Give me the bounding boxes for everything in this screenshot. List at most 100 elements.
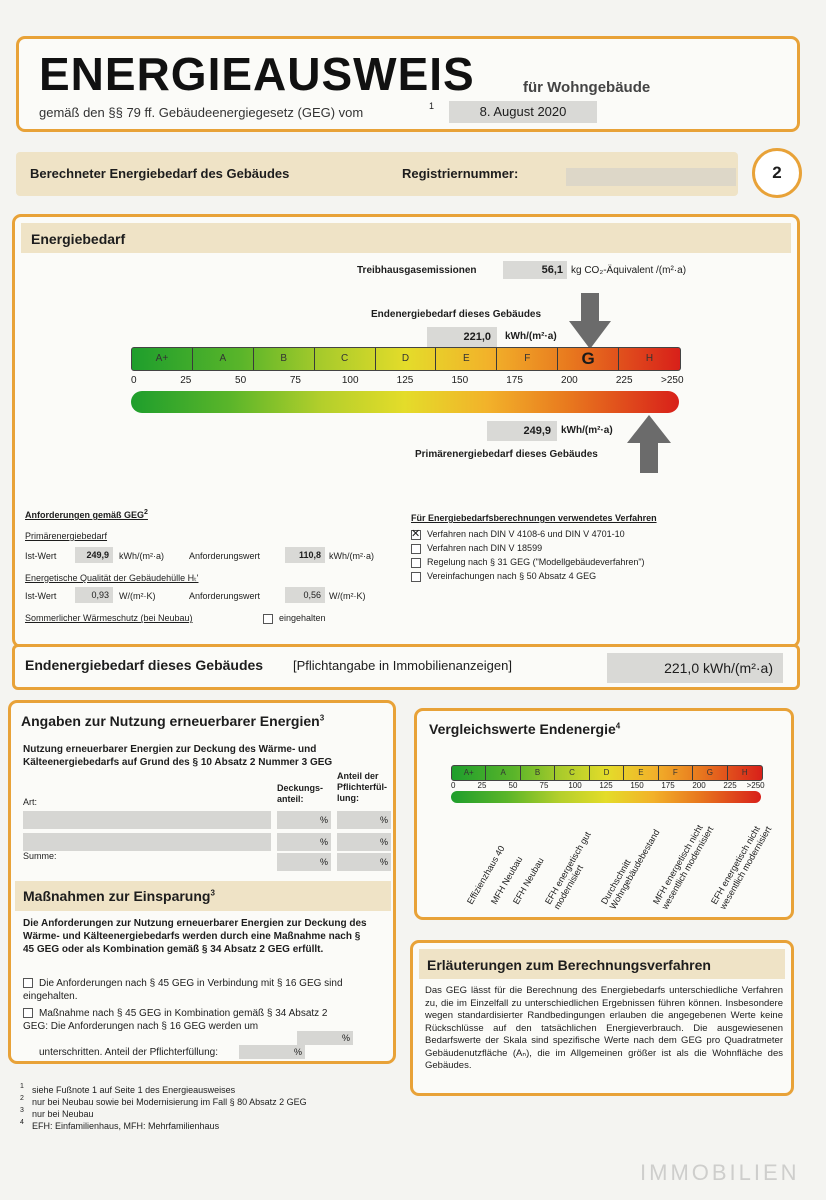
savings-option-2-checkbox[interactable] (23, 1008, 33, 1019)
end-energy-summary-label: Endenergiebedarf dieses Gebäudes (25, 657, 264, 673)
savings-undercut-field[interactable]: % (297, 1031, 353, 1045)
footnote-text: nur bei Neubau (32, 1109, 94, 1119)
renewables-sum-fulfil[interactable]: % (337, 853, 391, 871)
registration-label: Registriernummer: (402, 166, 519, 181)
class-segment-g: G (693, 766, 728, 780)
class-segment-h: H (741, 768, 748, 777)
energy-class-bar: A+ A B C D E F G H (131, 347, 681, 371)
renewables-section: Angaben zur Nutzung erneuerbarer Energie… (8, 700, 396, 1064)
footnote-number: 3 (20, 1107, 24, 1114)
scale-tick: 25 (477, 781, 487, 790)
renewables-sum-share[interactable]: % (277, 853, 331, 871)
method-checkbox[interactable] (411, 557, 421, 568)
percent-sign: % (341, 1033, 350, 1043)
percent-sign: % (379, 857, 388, 867)
footnote: 1 siehe Fußnote 1 auf Seite 1 des Energie… (20, 1083, 400, 1096)
class-segment-c: C (555, 766, 590, 780)
renewables-row-1-art[interactable] (23, 811, 271, 829)
method-option[interactable]: Verfahren nach DIN V 18599 (411, 541, 771, 555)
primary-ist-label: Ist-Wert (25, 551, 57, 561)
method-option[interactable]: Regelung nach § 31 GEG ("Modellgebäudeve… (411, 555, 771, 569)
renewables-sum-label: Summe: (23, 851, 57, 861)
scale-tick: 75 (289, 375, 301, 386)
method-checkbox[interactable] (411, 571, 421, 582)
scale-tick: 175 (661, 781, 675, 790)
scale-tick: 0 (451, 781, 456, 790)
summer-protection-checkbox[interactable] (263, 613, 273, 624)
scale-tick: 125 (599, 781, 613, 790)
method-checkbox[interactable] (411, 543, 421, 554)
footnote-text: nur bei Neubau sowie bei Modernisierung … (32, 1097, 307, 1107)
method-option[interactable]: Vereinfachungen nach § 50 Absatz 4 GEG (411, 569, 771, 583)
savings-option-2-text: Maßnahme nach § 45 GEG in Kombination ge… (23, 1008, 328, 1032)
renewables-row-1-share[interactable]: % (277, 811, 331, 829)
footnote-number: 2 (20, 1095, 24, 1102)
renewables-row-2-art[interactable] (23, 833, 271, 851)
savings-option-2-tail: unterschritten. Anteil der Pflichterfüll… (39, 1047, 218, 1058)
renewables-col-share: Deckungs-anteil: (277, 783, 324, 804)
class-segment-f: F (659, 766, 694, 780)
end-energy-summary-note: [Pflichtangabe in Immobilienanzeigen] (293, 658, 512, 673)
scale-tick: 100 (341, 375, 359, 386)
savings-title: Maßnahmen zur Einsparung3 (23, 888, 215, 904)
class-segment-b: B (254, 348, 315, 370)
comparison-scale: 0 25 50 75 100 125 150 175 200 225 >250 (451, 781, 765, 793)
scale-tick: 125 (396, 375, 414, 386)
class-segment-e: E (624, 766, 659, 780)
primary-energy-arrow-icon (627, 415, 671, 473)
savings-option-1-checkbox[interactable] (23, 978, 33, 989)
class-segment-h: H (645, 353, 654, 364)
class-segment-b: B (521, 766, 556, 780)
footnote-text: EFH: Einfamilienhaus, MFH: Mehrfamilienh… (32, 1121, 220, 1131)
class-segment-a: A (486, 766, 521, 780)
renewables-col-art: Art: (23, 797, 38, 807)
comparison-labels: Effizienzhaus 40 MFH Neubau EFH Neubau EFH … (451, 805, 773, 915)
renewables-row-1-fulfil[interactable]: % (337, 811, 391, 829)
law-footnote-mark: 1 (429, 101, 435, 111)
renewables-row-2-fulfil[interactable]: % (337, 833, 391, 851)
scale-tick: 225 (723, 781, 737, 790)
primary-energy-value: 249,9 (487, 421, 557, 441)
envelope-quality-title: Energetische Qualität der Gebäudehülle H… (25, 573, 199, 583)
method-checkbox-checked[interactable]: ✕ (411, 528, 421, 540)
savings-title-text: Maßnahmen zur Einsparung (23, 888, 211, 904)
method-option-label: Verfahren nach DIN V 18599 (427, 543, 543, 553)
footnote: 4 EFH: Einfamilienhaus, MFH: Mehrfamilien… (20, 1119, 400, 1132)
renewables-description: Nutzung erneuerbarer Energien zur Deckun… (23, 744, 333, 768)
savings-description: Die Anforderungen zur Nutzung erneuerbar… (23, 918, 367, 955)
end-energy-unit: kWh/(m²·a) (505, 331, 557, 342)
savings-footnote: 3 (210, 888, 215, 898)
end-energy-arrow-icon (569, 293, 611, 349)
method-option[interactable]: ✕ Verfahren nach DIN V 4108-6 und DIN V 4… (411, 527, 771, 541)
footnote-text: siehe Fußnote 1 auf Seite 1 des Energiea… (32, 1085, 236, 1095)
savings-option-1[interactable]: Die Anforderungen nach § 45 GEG in Verbi… (23, 977, 373, 1003)
renewables-title-text: Angaben zur Nutzung erneuerbarer Energie… (21, 713, 320, 729)
method-option-label: Verfahren nach DIN V 4108-6 und DIN V 47… (427, 529, 625, 539)
savings-fulfil-field[interactable]: % (239, 1045, 305, 1059)
page-number: 2 (772, 163, 782, 182)
comparison-section: Vergleichswerte Endenergie4 A+ A B C D E F G H 0… (414, 708, 794, 920)
class-segment-d: D (376, 348, 437, 370)
class-segment-c: C (315, 348, 376, 370)
summer-protection-option[interactable]: eingehalten (263, 613, 326, 624)
savings-option-2[interactable]: Maßnahme nach § 45 GEG in Kombination ge… (23, 1007, 343, 1033)
renewables-row-2-share[interactable]: % (277, 833, 331, 851)
percent-sign: % (319, 857, 328, 867)
method-option-label: Regelung nach § 31 GEG ("Modellgebäudeve… (427, 557, 645, 567)
explanation-section: Erläuterungen zum Berechnungsverfahren D… (410, 940, 794, 1096)
scale-tick: 50 (235, 375, 247, 386)
primary-energy-unit: kWh/(m²·a) (561, 425, 613, 436)
explanation-text: Das GEG lässt für die Berechnung des Ene… (425, 985, 783, 1071)
comparison-gradient-bar (451, 791, 761, 803)
energiebedarf-title: Energiebedarf (31, 231, 126, 247)
comparison-title: Vergleichswerte Endenergie4 (429, 721, 620, 737)
summer-protection-label: Sommerlicher Wärmeschutz (bei Neubau) (25, 613, 193, 623)
header-box: ENERGIEAUSWEIS für Wohngebäude gemäß den… (16, 36, 800, 132)
requirements-footnote: 2 (144, 509, 148, 516)
method-list: ✕ Verfahren nach DIN V 4108-6 und DIN V 4… (411, 527, 771, 583)
law-line: gemäß den §§ 79 ff. Gebäudeenergiegesetz… (39, 105, 364, 120)
primary-energy-bar (131, 391, 679, 413)
class-segment-d: D (590, 766, 625, 780)
end-energy-summary-value: 221,0 kWh/(m²·a) (607, 653, 783, 683)
envelope-ist-unit: W/(m²·K) (119, 591, 156, 601)
